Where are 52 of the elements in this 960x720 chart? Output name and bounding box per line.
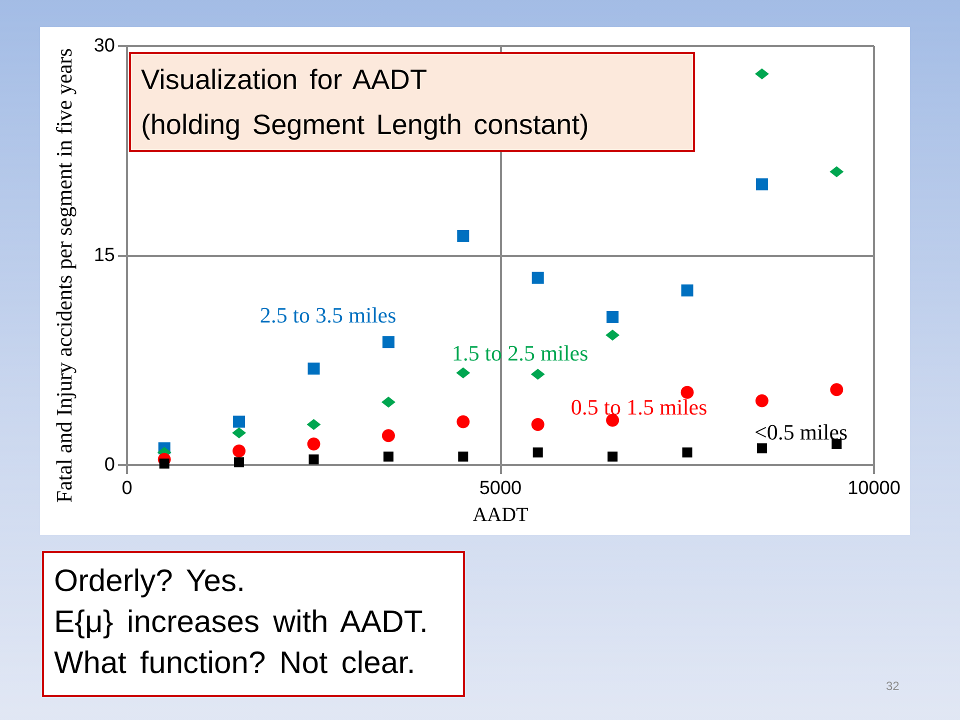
- point: [307, 438, 320, 451]
- series-label: <0.5 miles: [754, 420, 848, 444]
- series-label: 2.5 to 3.5 miles: [260, 302, 396, 328]
- point: [756, 178, 768, 190]
- x-tick-label: 5000: [479, 478, 522, 499]
- point: [681, 284, 694, 296]
- point: [606, 330, 620, 341]
- point: [383, 452, 394, 462]
- point: [308, 362, 320, 375]
- point: [382, 336, 394, 348]
- point: [234, 457, 244, 468]
- text: 32: [886, 679, 900, 693]
- point: [530, 368, 545, 380]
- y-tick-label: 30: [94, 36, 115, 56]
- x-tick-label: 0: [122, 478, 132, 499]
- point: [232, 444, 246, 458]
- point: [756, 443, 767, 454]
- text: E{μ} increases with AADT.: [54, 604, 428, 640]
- point: [532, 272, 544, 284]
- point: [531, 418, 544, 431]
- point: [682, 447, 692, 458]
- point: [457, 230, 470, 242]
- y-tick-label: 0: [104, 454, 115, 476]
- point: [306, 418, 321, 430]
- point: [754, 68, 769, 80]
- point: [308, 454, 319, 464]
- point: [606, 310, 619, 323]
- point: [458, 452, 468, 462]
- x-axis-title: AADT: [472, 504, 528, 526]
- point: [680, 386, 694, 399]
- point: [382, 429, 395, 442]
- series-label: 1.5 to 2.5 miles: [452, 340, 588, 366]
- text: Orderly? Yes.: [54, 563, 246, 599]
- series-label: 0.5 to 1.5 miles: [570, 394, 708, 420]
- x-tick-label: 10000: [848, 478, 900, 499]
- point: [381, 396, 396, 408]
- point: [608, 452, 618, 462]
- point: [233, 416, 246, 428]
- point: [755, 394, 768, 408]
- point: [830, 383, 844, 396]
- y-axis-title: Fatal and Injury accidents per segment in five years: [52, 48, 76, 503]
- text: Visualization for AADT: [141, 63, 428, 97]
- text: What function? Not clear.: [54, 645, 416, 681]
- y-tick-label: 15: [94, 245, 115, 266]
- point: [832, 439, 842, 450]
- point: [456, 367, 470, 378]
- point: [830, 166, 844, 178]
- point: [159, 458, 170, 469]
- point: [456, 415, 470, 428]
- point: [232, 427, 246, 438]
- point: [532, 447, 543, 458]
- text: (holding Segment Length constant): [141, 108, 589, 142]
